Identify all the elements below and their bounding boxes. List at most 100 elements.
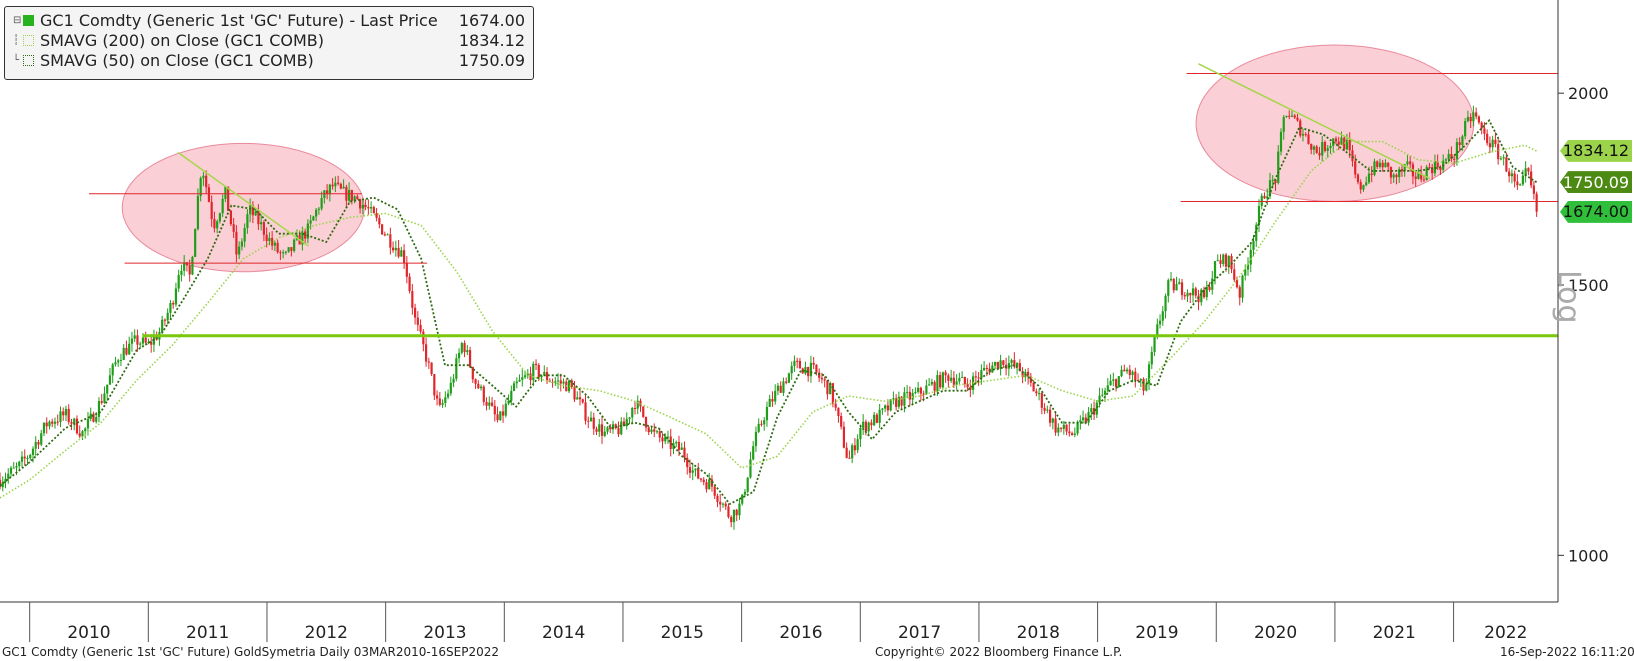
candle-body xyxy=(1535,193,1538,212)
candle-body xyxy=(1018,363,1021,372)
candle-body xyxy=(782,381,785,393)
candle-body xyxy=(958,378,961,382)
candle-body xyxy=(622,421,626,427)
candle-body xyxy=(1499,158,1503,160)
candle-body xyxy=(1013,360,1016,367)
candle-body xyxy=(906,391,909,393)
candle-body xyxy=(903,392,906,406)
candle-body xyxy=(243,227,246,242)
candle-body xyxy=(587,420,590,422)
candle-body xyxy=(1139,378,1142,381)
candle-body xyxy=(166,312,169,321)
candle-body xyxy=(265,234,268,241)
candle-body xyxy=(754,431,758,447)
candle-body xyxy=(172,303,175,305)
candle-body xyxy=(262,222,265,235)
candle-body xyxy=(1158,320,1162,325)
candle-body xyxy=(1131,371,1134,376)
candle-body xyxy=(1329,145,1332,149)
candle-body xyxy=(402,250,406,263)
candle-body xyxy=(785,381,788,383)
candle-body xyxy=(642,406,645,417)
candle-body xyxy=(460,343,463,353)
candle-body xyxy=(1516,181,1519,186)
candle-body xyxy=(834,403,837,408)
candle-body xyxy=(1409,161,1412,165)
annotation-lines xyxy=(88,63,1558,338)
candle-body xyxy=(1070,433,1074,435)
candle-body xyxy=(1244,269,1247,276)
x-tick-label: 2020 xyxy=(1254,623,1297,643)
candle-body xyxy=(1183,295,1186,297)
candle-body xyxy=(1090,408,1093,413)
candle-body xyxy=(578,397,582,400)
log-scale-label: Log xyxy=(1551,270,1586,324)
x-tick-label: 2014 xyxy=(542,623,585,643)
candle-body xyxy=(1304,134,1307,136)
candle-body xyxy=(1455,142,1459,160)
candle-body xyxy=(996,362,999,369)
candle-body xyxy=(1483,128,1486,134)
candle-body xyxy=(716,495,719,502)
candle-body xyxy=(870,422,873,426)
candle-body xyxy=(523,375,527,378)
candle-body xyxy=(1065,424,1068,432)
candle-body xyxy=(1211,278,1214,290)
candle-body xyxy=(515,381,518,384)
candle-body xyxy=(1260,195,1263,207)
candle-body xyxy=(405,262,408,277)
candle-body xyxy=(1497,144,1500,160)
candle-body xyxy=(0,479,2,488)
candle-body xyxy=(930,381,933,385)
candle-body xyxy=(188,265,191,275)
candle-body xyxy=(45,422,48,427)
candle-body xyxy=(562,381,565,384)
candle-body xyxy=(227,186,230,211)
candle-body xyxy=(1120,369,1123,377)
candle-body xyxy=(1,482,4,488)
candle-body xyxy=(326,190,329,195)
candle-body xyxy=(147,341,150,343)
candle-body xyxy=(584,402,587,421)
candle-body xyxy=(1494,139,1497,145)
candle-body xyxy=(1433,161,1437,174)
candle-body xyxy=(721,503,725,505)
candle-body xyxy=(554,381,557,383)
candle-body xyxy=(150,341,153,345)
candle-body xyxy=(413,307,417,318)
candle-body xyxy=(95,416,98,422)
candle-body xyxy=(741,494,744,504)
candle-body xyxy=(23,456,26,459)
candle-body xyxy=(273,242,276,246)
candle-body xyxy=(477,383,480,389)
candle-body xyxy=(851,445,854,459)
candle-body xyxy=(1172,278,1175,291)
candle-body xyxy=(1359,182,1362,190)
candle-body xyxy=(185,262,189,266)
tree-expand-icon[interactable]: ⊟ xyxy=(13,14,22,26)
candle-body xyxy=(831,383,835,404)
candle-body xyxy=(974,376,977,378)
candle-body xyxy=(457,352,461,359)
candle-body xyxy=(1021,371,1024,378)
candle-body xyxy=(216,221,219,229)
candle-body xyxy=(1403,164,1406,172)
candle-body xyxy=(433,374,436,396)
candle-body xyxy=(853,445,857,451)
candle-body xyxy=(864,421,868,432)
candle-body xyxy=(1376,161,1379,167)
candle-body xyxy=(752,446,755,460)
candle-body xyxy=(1340,137,1343,145)
x-tick-label: 2011 xyxy=(186,623,229,643)
candle-body xyxy=(251,205,254,216)
candle-body xyxy=(75,418,79,434)
candle-body xyxy=(367,207,370,209)
candle-body xyxy=(719,501,722,505)
candle-body xyxy=(1054,418,1057,433)
candle-body xyxy=(889,399,892,411)
candle-body xyxy=(1513,173,1516,182)
candle-body xyxy=(862,421,865,428)
x-tick-label: 2016 xyxy=(779,623,822,643)
candle-body xyxy=(892,398,895,400)
x-tick-label: 2015 xyxy=(661,623,704,643)
